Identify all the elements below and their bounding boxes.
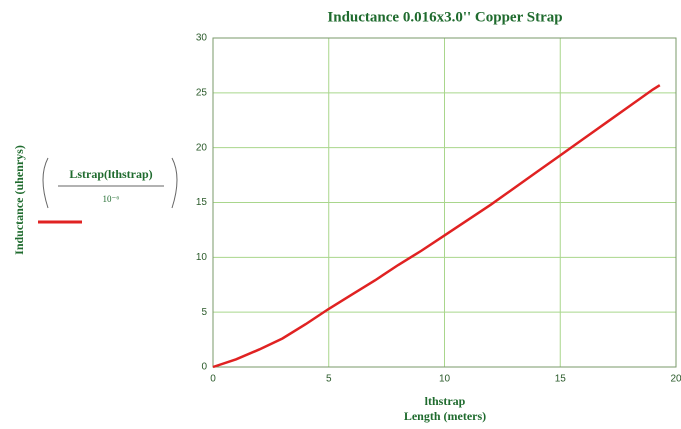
y-axis-label: Inductance (uhenrys) bbox=[12, 145, 26, 255]
y-tick-label: 15 bbox=[196, 197, 208, 208]
x-tick-label: 15 bbox=[555, 374, 567, 385]
x-tick-label: 20 bbox=[670, 374, 681, 385]
y-tick-label: 25 bbox=[196, 87, 208, 98]
x-axis-sublabel: Length (meters) bbox=[404, 409, 486, 423]
legend-label: Lstrap(lthstrap) bbox=[69, 167, 152, 181]
y-tick-label: 10 bbox=[196, 252, 208, 263]
x-tick-label: 5 bbox=[326, 374, 332, 385]
legend-paren bbox=[171, 157, 178, 209]
legend-denominator: 10⁻⁶ bbox=[103, 194, 120, 204]
plot-frame bbox=[212, 37, 677, 368]
y-tick-label: 0 bbox=[201, 362, 207, 373]
data-line bbox=[212, 84, 661, 369]
x-axis-label: lthstrap bbox=[425, 394, 466, 408]
y-tick-label: 20 bbox=[196, 142, 208, 153]
legend-paren bbox=[42, 157, 49, 209]
x-tick-label: 10 bbox=[439, 374, 451, 385]
y-tick-label: 5 bbox=[201, 307, 207, 318]
chart-title: Inductance 0.016x3.0'' Copper Strap bbox=[327, 9, 562, 25]
y-tick-label: 30 bbox=[196, 33, 208, 44]
x-tick-label: 0 bbox=[210, 374, 216, 385]
